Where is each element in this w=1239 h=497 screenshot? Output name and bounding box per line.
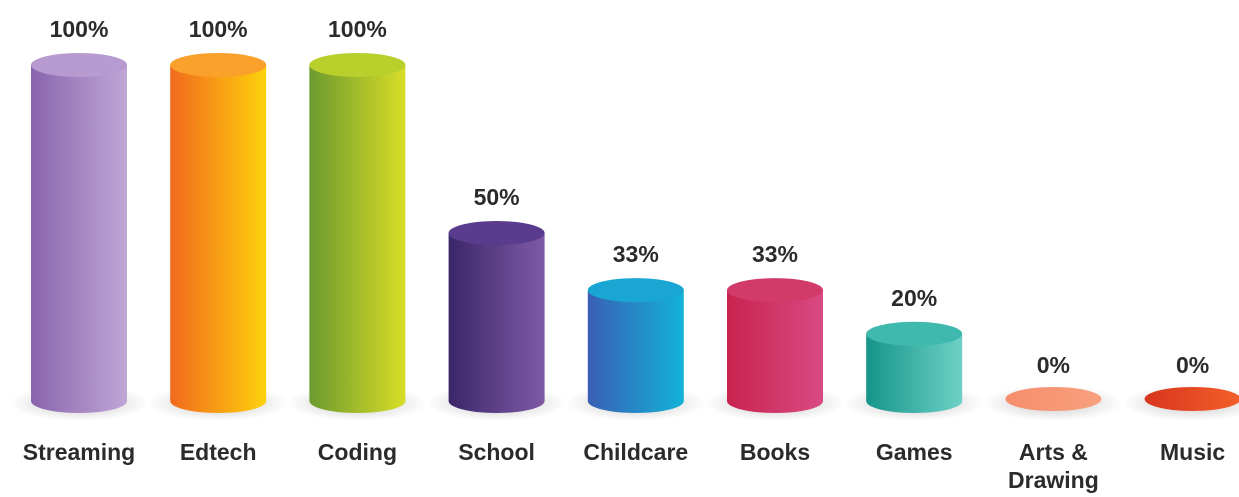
category-label-arts-drawing-line1: Arts & <box>1019 439 1088 465</box>
bar-arts-drawing <box>1005 387 1102 411</box>
bar-school <box>448 221 545 413</box>
bar-top-coding <box>309 53 406 77</box>
bar-top-games <box>866 321 963 346</box>
value-label-school: 50% <box>474 184 520 210</box>
bar-body-coding <box>309 65 406 413</box>
bar-body-childcare <box>587 290 684 413</box>
category-label-arts-drawing-line2: Drawing <box>1008 467 1099 493</box>
category-label-childcare: Childcare <box>583 439 688 465</box>
value-label-arts-drawing: 0% <box>1037 352 1070 378</box>
category-label-streaming: Streaming <box>23 439 135 465</box>
bars <box>31 53 1239 413</box>
bar-streaming <box>31 53 127 413</box>
bar-books <box>727 278 823 413</box>
bar-games <box>866 321 963 413</box>
bar-top-streaming <box>31 53 127 77</box>
bar-body-edtech <box>170 65 267 413</box>
bar-body-streaming <box>31 65 127 413</box>
category-label-music: Music <box>1160 439 1225 465</box>
value-label-coding: 100% <box>328 16 387 42</box>
bar-coding <box>309 53 406 413</box>
category-label-edtech: Edtech <box>180 439 257 465</box>
value-label-streaming: 100% <box>50 16 109 42</box>
bar-top-books <box>727 278 823 303</box>
category-labels: Streaming Edtech Coding School Childcare Book… <box>23 439 1226 493</box>
value-label-childcare: 33% <box>613 241 659 267</box>
bar-disc-music <box>1144 387 1239 411</box>
category-label-school: School <box>458 439 535 465</box>
value-label-games: 20% <box>891 285 937 311</box>
bar-body-games <box>866 333 963 413</box>
bar-disc-arts-drawing <box>1005 387 1102 411</box>
value-label-books: 33% <box>752 241 798 267</box>
value-label-edtech: 100% <box>189 16 248 42</box>
bar-top-edtech <box>170 53 267 77</box>
value-label-music: 0% <box>1176 352 1209 378</box>
bar-top-childcare <box>587 278 684 303</box>
bar-music <box>1144 387 1239 411</box>
category-label-games: Games <box>876 439 953 465</box>
bar-edtech <box>170 53 267 413</box>
bar-body-school <box>448 233 545 413</box>
bar-body-books <box>727 290 823 413</box>
bar-childcare <box>587 278 684 413</box>
category-label-books: Books <box>740 439 810 465</box>
value-labels: 100% 100% 100% 50% 33% 33% 20% 0% 0% <box>50 16 1210 378</box>
category-label-coding: Coding <box>318 439 397 465</box>
bar-top-school <box>448 221 545 245</box>
